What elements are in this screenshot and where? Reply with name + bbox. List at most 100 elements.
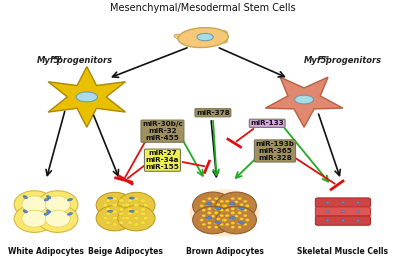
Text: Beige Adipocytes: Beige Adipocytes — [88, 248, 163, 257]
Ellipse shape — [44, 198, 49, 201]
Circle shape — [231, 211, 235, 214]
Circle shape — [220, 214, 224, 217]
Circle shape — [243, 214, 247, 217]
Ellipse shape — [68, 198, 72, 201]
Ellipse shape — [295, 95, 314, 104]
Circle shape — [229, 217, 233, 220]
Circle shape — [119, 221, 124, 224]
Circle shape — [238, 226, 242, 229]
Circle shape — [240, 218, 244, 220]
Ellipse shape — [219, 38, 227, 43]
Circle shape — [119, 199, 124, 202]
Circle shape — [202, 223, 206, 226]
Ellipse shape — [23, 196, 28, 199]
Circle shape — [122, 203, 126, 207]
Circle shape — [134, 223, 139, 226]
Circle shape — [112, 217, 117, 220]
Ellipse shape — [229, 217, 235, 219]
Circle shape — [119, 212, 124, 215]
Circle shape — [243, 200, 247, 203]
Circle shape — [112, 210, 117, 213]
Polygon shape — [265, 77, 343, 127]
FancyBboxPatch shape — [315, 216, 370, 225]
Circle shape — [22, 196, 47, 213]
Circle shape — [245, 219, 249, 221]
Circle shape — [193, 206, 233, 234]
Circle shape — [234, 201, 238, 203]
Circle shape — [140, 221, 145, 224]
Ellipse shape — [197, 33, 213, 41]
Polygon shape — [48, 67, 126, 127]
Circle shape — [231, 211, 235, 214]
Circle shape — [14, 205, 54, 232]
Circle shape — [243, 223, 247, 226]
Ellipse shape — [206, 217, 212, 219]
Circle shape — [216, 203, 220, 206]
Circle shape — [208, 207, 212, 210]
Circle shape — [103, 203, 108, 207]
Ellipse shape — [108, 210, 113, 212]
Circle shape — [238, 197, 242, 200]
Circle shape — [207, 211, 212, 214]
Circle shape — [112, 197, 117, 200]
Text: miR-27
miR-34a
miR-155: miR-27 miR-34a miR-155 — [146, 150, 179, 170]
Circle shape — [22, 210, 47, 227]
Circle shape — [190, 189, 260, 237]
Circle shape — [245, 204, 249, 207]
Circle shape — [119, 208, 124, 211]
Text: Skeletal Muscle Cells: Skeletal Muscle Cells — [297, 248, 388, 257]
Circle shape — [220, 200, 224, 203]
Ellipse shape — [129, 197, 134, 199]
Circle shape — [238, 211, 242, 214]
Circle shape — [112, 210, 117, 214]
Circle shape — [106, 212, 111, 215]
Circle shape — [207, 197, 212, 200]
Circle shape — [125, 217, 130, 220]
Circle shape — [45, 196, 70, 213]
Circle shape — [229, 203, 233, 206]
Circle shape — [211, 201, 215, 203]
Ellipse shape — [357, 201, 360, 204]
Circle shape — [207, 226, 212, 229]
Ellipse shape — [357, 210, 360, 213]
Circle shape — [234, 215, 238, 218]
Ellipse shape — [238, 221, 244, 224]
Ellipse shape — [23, 210, 28, 213]
Ellipse shape — [46, 196, 51, 199]
Text: miR-133: miR-133 — [250, 120, 284, 126]
Ellipse shape — [178, 28, 228, 47]
Circle shape — [222, 219, 226, 221]
Text: pos: pos — [318, 55, 330, 60]
Ellipse shape — [68, 213, 72, 215]
Circle shape — [106, 199, 111, 202]
Circle shape — [225, 214, 229, 217]
Circle shape — [202, 200, 206, 203]
Circle shape — [140, 212, 145, 215]
Circle shape — [225, 223, 229, 226]
Circle shape — [231, 197, 235, 200]
Circle shape — [200, 219, 204, 221]
Circle shape — [96, 192, 134, 218]
Ellipse shape — [326, 201, 329, 204]
Circle shape — [214, 222, 218, 224]
Circle shape — [207, 211, 212, 214]
Ellipse shape — [76, 92, 98, 102]
Circle shape — [127, 212, 132, 215]
Circle shape — [214, 211, 218, 214]
Circle shape — [125, 203, 130, 207]
Circle shape — [38, 205, 78, 232]
Circle shape — [231, 226, 235, 229]
Ellipse shape — [326, 210, 329, 213]
Circle shape — [220, 223, 224, 226]
Circle shape — [118, 192, 155, 218]
Ellipse shape — [215, 207, 221, 210]
Circle shape — [216, 206, 256, 234]
Circle shape — [96, 206, 134, 231]
Circle shape — [106, 221, 111, 224]
Circle shape — [225, 209, 229, 211]
Circle shape — [134, 197, 139, 200]
Circle shape — [208, 222, 212, 224]
Circle shape — [200, 204, 204, 207]
Circle shape — [193, 192, 233, 219]
Ellipse shape — [342, 210, 344, 213]
